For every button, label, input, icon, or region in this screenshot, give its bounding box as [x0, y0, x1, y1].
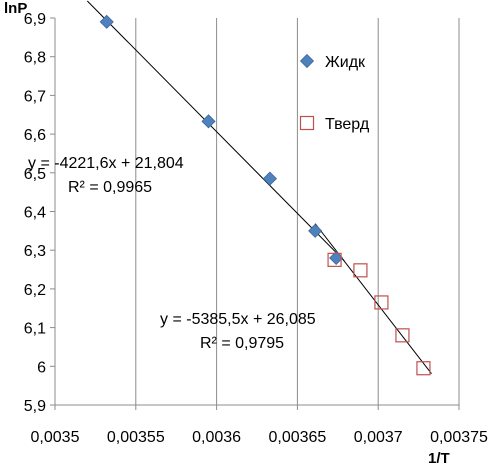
y-tick-label: 6,6	[24, 127, 46, 144]
y-tick-label: 6,5	[24, 166, 46, 183]
x-axis-label: 1/T	[428, 450, 450, 467]
data-point-liquid	[99, 14, 114, 29]
y-tick-label: 6,8	[24, 50, 46, 67]
trendline-liquid	[86, 0, 345, 262]
y-tick-label: 6,4	[24, 205, 46, 222]
gridlines	[135, 18, 460, 405]
y-tick-label: 6,1	[24, 321, 46, 338]
x-tick-label: 0,00355	[107, 429, 165, 446]
y-axis-label: lnP	[4, 0, 27, 17]
legend-label-liquid: Жидк	[325, 54, 366, 71]
trendline-r2-liquid: R² = 0,9965	[68, 179, 152, 196]
legend-label-solid: Тверд	[325, 116, 370, 133]
y-tick-labels: 5,9 6 6,1 6,2 6,3 6,4 6,5 6,6 6,7 6,8 6,9	[24, 11, 46, 415]
axes	[50, 17, 460, 410]
data-point-liquid	[262, 171, 277, 186]
trendline-equation-liquid: y = -4221,6x + 21,804	[28, 155, 184, 172]
data-point-solid	[416, 361, 431, 376]
trendlines	[86, 0, 432, 374]
x-tick-label: 0,00365	[268, 429, 326, 446]
trendline-solid	[314, 223, 432, 374]
y-tick-label: 6,3	[24, 243, 46, 260]
x-tick-label: 0,0036	[192, 429, 241, 446]
data-point-solid	[374, 295, 389, 310]
legend: Жидк Тверд	[299, 53, 370, 133]
y-tick-label: 5,9	[24, 398, 46, 415]
data-point-solid	[395, 328, 410, 343]
data-point-liquid	[308, 223, 323, 238]
data-points	[99, 14, 431, 376]
data-point-solid	[353, 263, 368, 278]
trendline-r2-solid: R² = 0,9795	[200, 335, 284, 352]
legend-marker-liquid	[299, 53, 315, 69]
y-tick-label: 6,2	[24, 282, 46, 299]
x-tick-label: 0,0035	[31, 429, 80, 446]
trendline-equation-solid: y = -5385,5x + 26,085	[160, 311, 316, 328]
x-tick-labels: 0,0035 0,00355 0,0036 0,00365 0,0037 0,00375	[31, 429, 488, 446]
y-tick-label: 6,9	[24, 11, 46, 28]
legend-marker-solid	[299, 115, 315, 131]
y-tick-label: 6,7	[24, 88, 46, 105]
y-tick-label: 6	[37, 359, 46, 376]
data-point-solid	[327, 252, 342, 267]
x-tick-label: 0,0037	[354, 429, 403, 446]
x-tick-label: 0,00375	[430, 429, 488, 446]
data-point-liquid	[201, 114, 216, 129]
